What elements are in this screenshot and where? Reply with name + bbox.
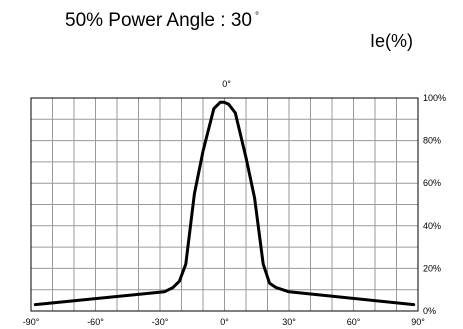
- chart-title-text: 50% Power Angle : 30: [65, 10, 252, 31]
- x-tick-label: 90°: [411, 317, 425, 327]
- y-tick-label: 20%: [423, 263, 441, 273]
- intensity-curve: [33, 100, 416, 307]
- x-tick-label: 0°: [220, 317, 229, 327]
- tick-labels: -90° -60° -30° 0° 0° 30° 60° 90°0% 20% 40% 60% 80% 1…: [23, 79, 446, 327]
- y-tick-label: 100%: [423, 93, 446, 103]
- y-tick-label: 40%: [423, 221, 441, 231]
- x-tick-label: 30°: [282, 317, 296, 327]
- x-tick-label: 60°: [347, 317, 361, 327]
- unit-label: Ie(%): [370, 31, 414, 51]
- grid: [30, 97, 419, 312]
- plot-frame: [30, 97, 419, 312]
- x-tick-label: -60°: [87, 317, 104, 327]
- x-tick-label: -90°: [23, 317, 40, 327]
- y-tick-label: 80%: [423, 136, 441, 146]
- title-degree-mark: °: [254, 10, 259, 22]
- top-zero-tick-label: 0°: [222, 79, 231, 89]
- x-tick-label: -30°: [152, 317, 169, 327]
- y-tick-label: 60%: [423, 178, 441, 188]
- chart-title: 50% Power Angle : 30 °: [65, 10, 259, 32]
- y-tick-label: 0%: [423, 306, 436, 316]
